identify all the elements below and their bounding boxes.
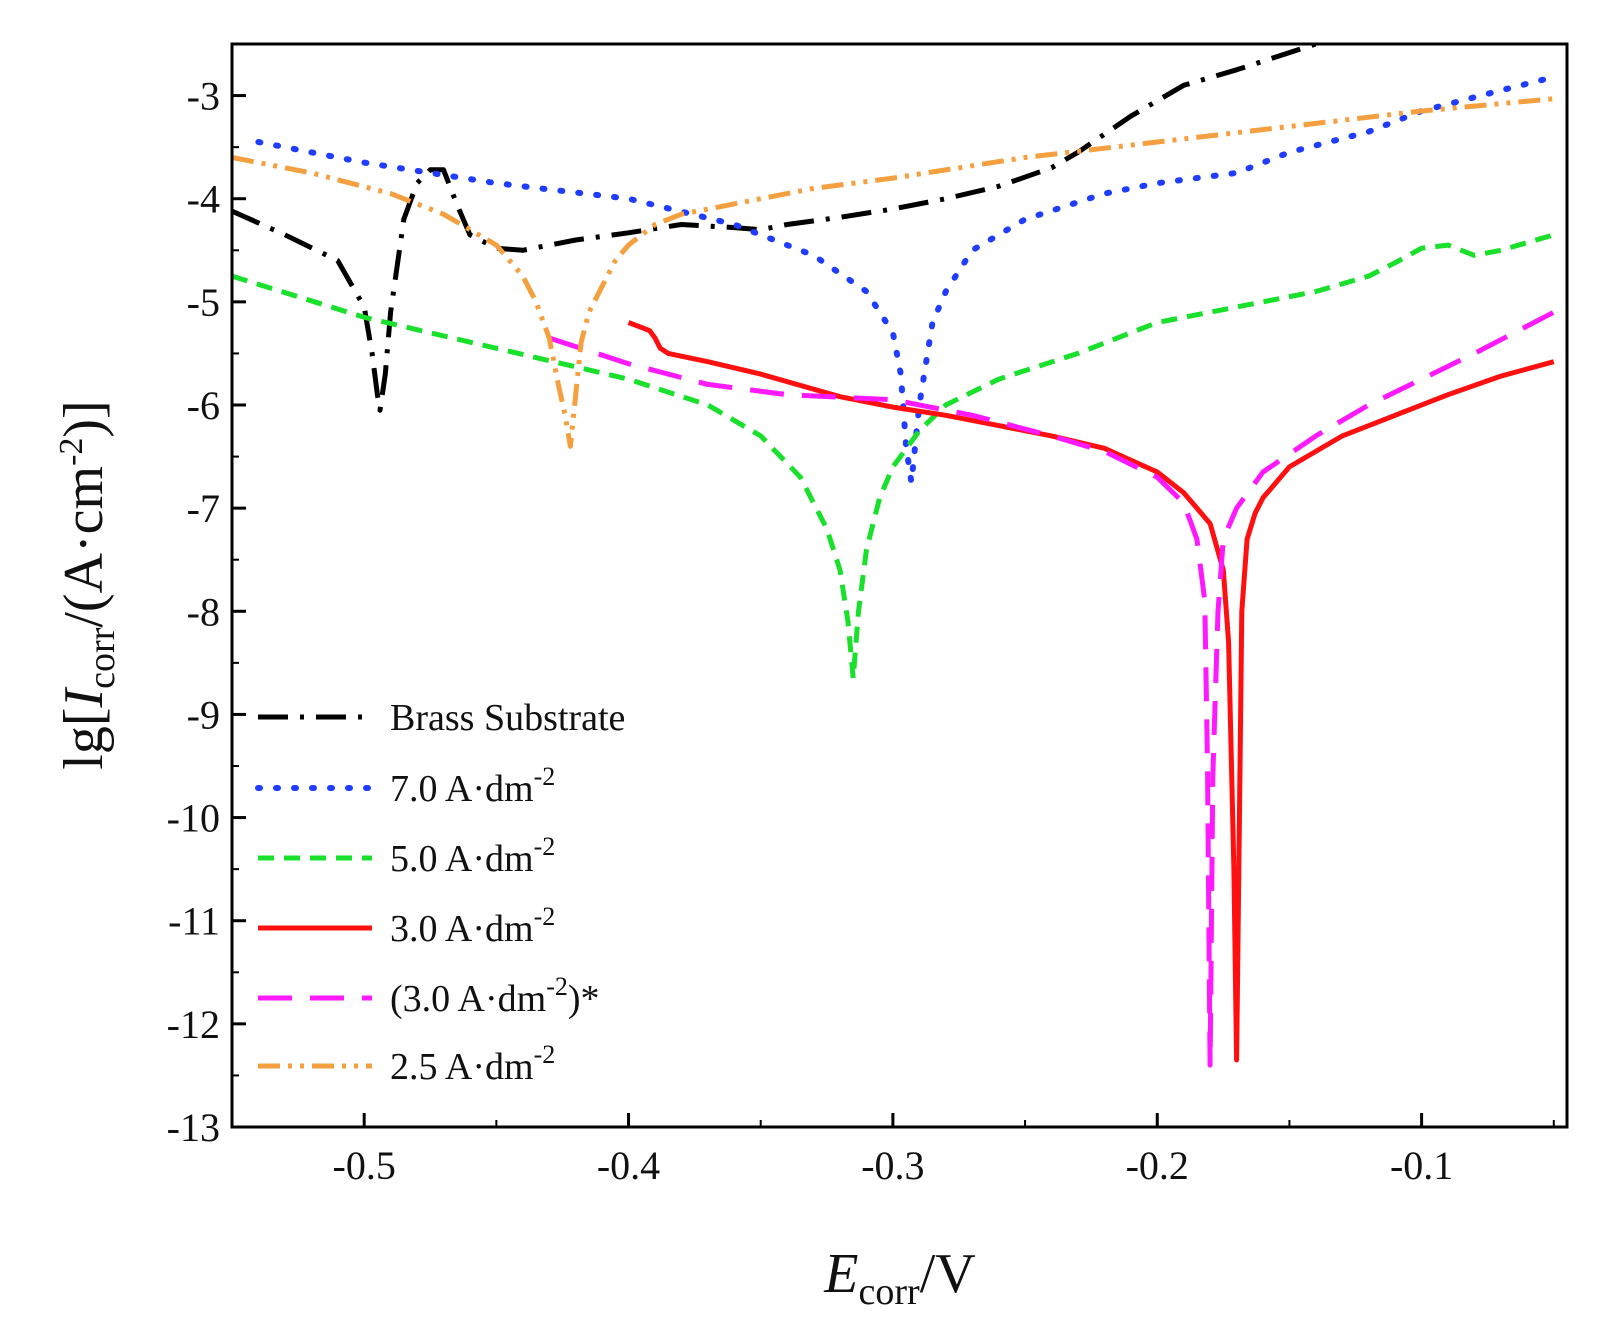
legend-label-main: 2.5 A·dm (390, 1046, 534, 1088)
y-tick-label: -11 (168, 899, 220, 944)
legend-label-end: )* (568, 978, 600, 1020)
y-tick-label: -10 (167, 796, 220, 841)
y-tick-label: -3 (187, 74, 220, 119)
legend-label-sup: -2 (546, 972, 568, 1001)
legend-label-2: 5.0 A·dm-2 (390, 832, 555, 880)
legend-label-main: 3.0 A·dm (390, 908, 534, 950)
legend-label-sup: -2 (534, 902, 556, 931)
series-line-2 (232, 232, 1555, 681)
y-tick-label: -12 (167, 1002, 220, 1047)
y-axis-title-sub: corr (81, 627, 123, 689)
legend-label-sup: -2 (534, 762, 556, 791)
x-axis-title-sub: corr (859, 1271, 921, 1313)
y-axis-title-main: I (53, 686, 115, 708)
series-line-0 (232, 44, 1317, 413)
x-tick-label: -0.2 (1126, 1143, 1189, 1188)
series-line-3 (627, 320, 1555, 1063)
legend-label-sup: -2 (534, 1040, 556, 1069)
plot-frame (230, 42, 1569, 1129)
series-layer (232, 44, 1557, 1068)
series-line-5 (232, 96, 1555, 449)
y-tick-label: -8 (187, 589, 220, 634)
legend-label-main: (3.0 A·dm (390, 978, 546, 1020)
legend-label-5: 2.5 A·dm-2 (390, 1040, 555, 1088)
legend-label-main: 7.0 A·dm (390, 768, 534, 810)
x-tick-label: -0.4 (597, 1143, 660, 1188)
x-axis-title-main: E (823, 1243, 858, 1305)
y-axis-title-pre: lg[ (53, 707, 115, 769)
y-tick-label: -9 (187, 692, 220, 737)
legend-label-1: 7.0 A·dm-2 (390, 762, 555, 810)
legend-label-4: (3.0 A·dm-2)* (390, 972, 600, 1020)
y-tick-label: -4 (187, 177, 220, 222)
x-tick-label: -0.3 (861, 1143, 924, 1188)
legend-label-main: Brass Substrate (390, 697, 625, 739)
y-tick-label: -6 (187, 383, 220, 428)
y-axis-title-rest: /(A·cm (53, 466, 115, 628)
legend-label-0: Brass Substrate (390, 697, 625, 739)
series-line-4 (548, 309, 1555, 1068)
ticks-layer: -3 -4 -5 -6 -7 -8 -9 -10 -11 -12 -13 -0.5 -0.4 -0.3 -0… (167, 74, 1555, 1188)
x-tick-label: -0.1 (1390, 1143, 1453, 1188)
legend-label-3: 3.0 A·dm-2 (390, 902, 555, 950)
x-axis-title: Ecorr/V (823, 1243, 975, 1313)
y-axis-title: lg[Icorr/(A·cm-2)] (53, 400, 123, 769)
series-line-1 (255, 74, 1557, 486)
x-tick-label: -0.5 (333, 1143, 396, 1188)
y-tick-label: -7 (187, 486, 220, 531)
legend-label-main: 5.0 A·dm (390, 838, 534, 880)
y-tick-label: -13 (167, 1105, 220, 1150)
y-tick-label: -5 (187, 280, 220, 325)
legend-label-sup: -2 (534, 832, 556, 861)
y-axis-title-end: )] (53, 400, 115, 437)
y-axis-title-sup: -2 (53, 438, 90, 466)
x-axis-title-rest: /V (920, 1243, 976, 1305)
